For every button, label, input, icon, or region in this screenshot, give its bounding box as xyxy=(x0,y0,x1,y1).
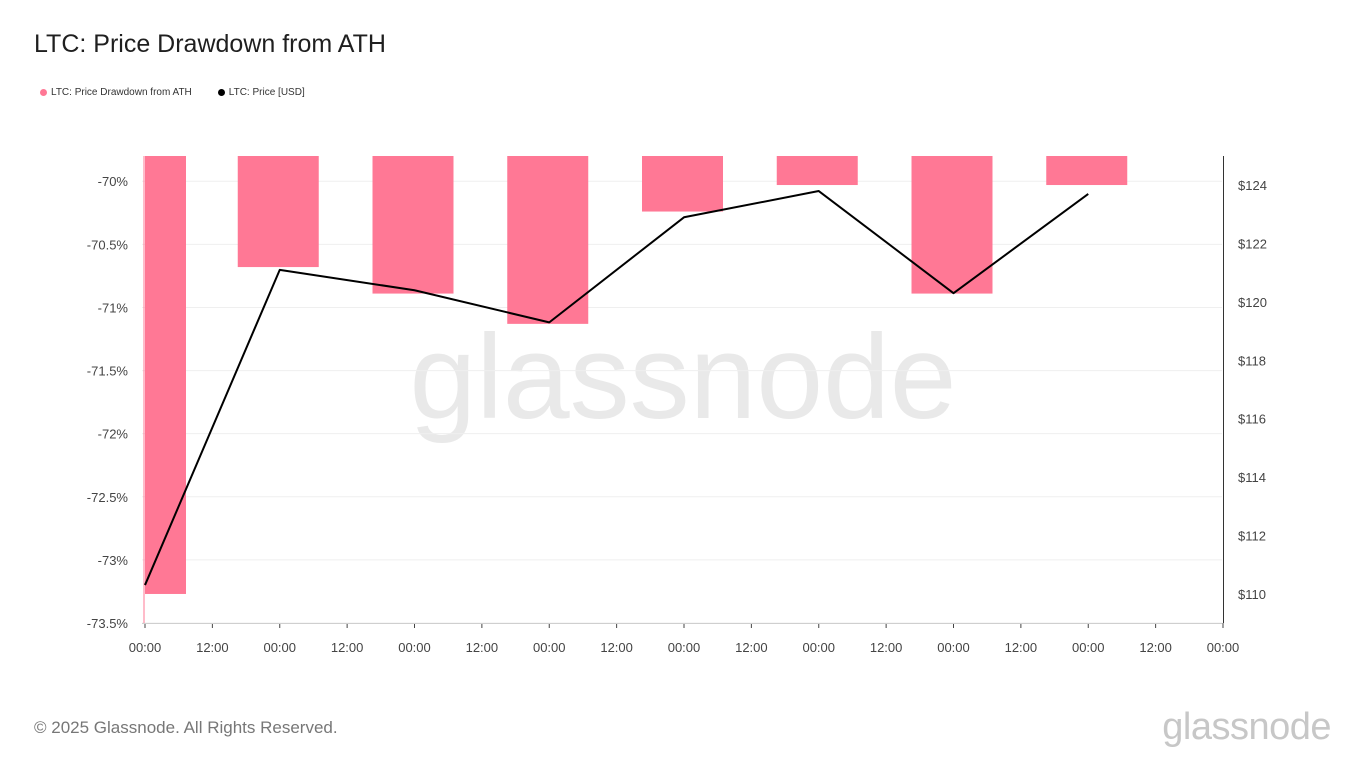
y-right-tick-label: $124 xyxy=(1238,178,1267,193)
drawdown-bar xyxy=(1046,156,1128,186)
chart-area: glassnode -70% -70.5% -71% -71.5% -72% -72.5%… xyxy=(87,156,1267,655)
x-tick-label: 12:00 xyxy=(1005,640,1038,655)
x-tick-label: 00:00 xyxy=(533,640,566,655)
y-left-tick-label: -70% xyxy=(98,174,129,189)
x-tick-label: 00:00 xyxy=(129,640,162,655)
legend-swatch-price xyxy=(217,89,225,96)
y-right-tick-label: $114 xyxy=(1238,470,1266,485)
watermark-text: glassnode xyxy=(409,310,956,444)
x-tick-label: 00:00 xyxy=(398,640,431,655)
drawdown-bar xyxy=(145,156,186,594)
y-right-tick-label: $120 xyxy=(1238,295,1267,310)
legend-label-price: LTC: Price [USD] xyxy=(228,87,305,98)
footer-copyright: © 2025 Glassnode. All Rights Reserved. xyxy=(34,718,338,737)
y-left-tick-label: -73% xyxy=(98,553,129,568)
y-left-tick-label: -71.5% xyxy=(87,364,129,379)
footer-logo: glassnode xyxy=(1162,706,1331,748)
bar-series xyxy=(143,156,1128,623)
price-line xyxy=(144,190,1089,586)
drawdown-bar xyxy=(372,156,454,294)
drawdown-bar xyxy=(776,156,858,186)
drawdown-bar xyxy=(507,156,589,324)
legend-swatch-drawdown xyxy=(40,89,47,96)
x-tick-label: 12:00 xyxy=(870,640,903,655)
y-right-tick-label: $116 xyxy=(1238,412,1266,427)
y-left-tick-label: -71% xyxy=(98,300,129,315)
x-tick-label: 12:00 xyxy=(196,640,229,655)
drawdown-bar xyxy=(642,156,723,212)
y-right-tick-label: $122 xyxy=(1238,237,1267,252)
x-tick-label: 12:00 xyxy=(466,640,499,655)
x-tick-label: 12:00 xyxy=(331,640,364,655)
legend-item-price[interactable]: LTC: Price [USD] xyxy=(217,87,305,98)
y-right-tick-label: $110 xyxy=(1238,587,1266,602)
x-tick-label: 00:00 xyxy=(668,640,701,655)
legend-item-drawdown[interactable]: LTC: Price Drawdown from ATH xyxy=(40,87,192,98)
y-right-tick-label: $118 xyxy=(1238,353,1266,368)
y-left-tick-label: -70.5% xyxy=(87,237,129,252)
x-tick-label: 00:00 xyxy=(1072,640,1105,655)
drawdown-bar xyxy=(237,156,319,268)
grid-lines xyxy=(142,180,1222,624)
x-tick-label: 00:00 xyxy=(1207,640,1240,655)
chart-legend: LTC: Price Drawdown from ATH LTC: Price … xyxy=(40,87,331,98)
x-tick-label: 00:00 xyxy=(937,640,970,655)
line-series xyxy=(144,190,1089,586)
x-tick-label: 00:00 xyxy=(802,640,835,655)
x-tick-label: 12:00 xyxy=(600,640,633,655)
legend-label-drawdown: LTC: Price Drawdown from ATH xyxy=(51,87,192,98)
y-left-tick-label: -72% xyxy=(98,427,129,442)
y-left-tick-label: -72.5% xyxy=(87,490,129,505)
x-tick-label: 00:00 xyxy=(263,640,296,655)
x-tick-label: 12:00 xyxy=(735,640,768,655)
y-right-tick-label: $112 xyxy=(1238,528,1266,543)
chart-title: LTC: Price Drawdown from ATH xyxy=(34,30,386,58)
axes: -70% -70.5% -71% -71.5% -72% -72.5% -73% -73.5%… xyxy=(87,156,1267,655)
x-tick-label: 12:00 xyxy=(1139,640,1172,655)
y-left-tick-label: -73.5% xyxy=(87,616,129,631)
